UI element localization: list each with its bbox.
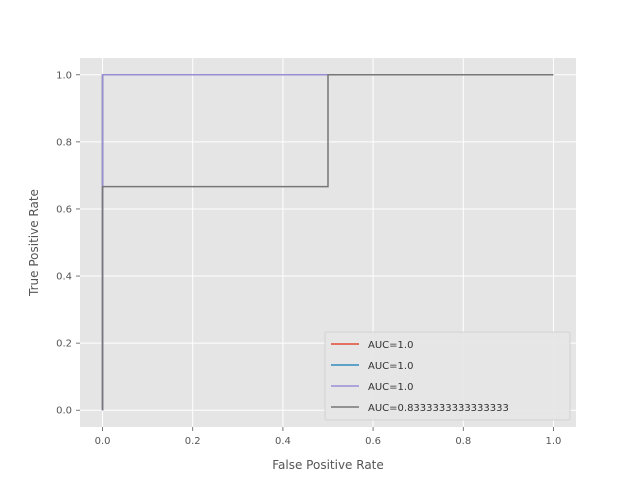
x-tick-label: 0.2: [185, 436, 201, 447]
y-tick-label: 0.0: [56, 406, 72, 417]
y-tick-label: 0.6: [56, 204, 72, 215]
series-line-4: [101, 74, 554, 411]
y-tick-label: 0.8: [56, 137, 72, 148]
x-tick-label: 0.0: [95, 436, 111, 447]
y-tick-label: 1.0: [56, 70, 72, 81]
x-tick-label: 0.8: [455, 436, 471, 447]
legend-label: AUC=1.0: [368, 361, 413, 372]
legend-label: AUC=1.0: [368, 382, 413, 393]
legend-label: AUC=0.8333333333333333: [368, 403, 509, 414]
y-axis-label: True Positive Rate: [27, 189, 41, 297]
y-tick-label: 0.4: [56, 272, 72, 283]
y-tick-label: 0.2: [56, 339, 72, 350]
series-layer: [101, 74, 554, 411]
legend-label: AUC=1.0: [368, 340, 413, 351]
x-tick-label: 0.6: [365, 436, 381, 447]
x-axis-label: False Positive Rate: [272, 458, 384, 472]
x-tick-label: 1.0: [546, 436, 562, 447]
legend: AUC=1.0 AUC=1.0 AUC=1.0 AUC=0.8333333333333…: [324, 331, 571, 421]
x-tick-label: 0.4: [275, 436, 291, 447]
tick-layer: 0.0 0.2 0.4 0.6 0.8 1.0 0.0 0.2 0.4 0.6 0.8 1.0: [56, 70, 561, 447]
legend-box: [324, 331, 571, 421]
